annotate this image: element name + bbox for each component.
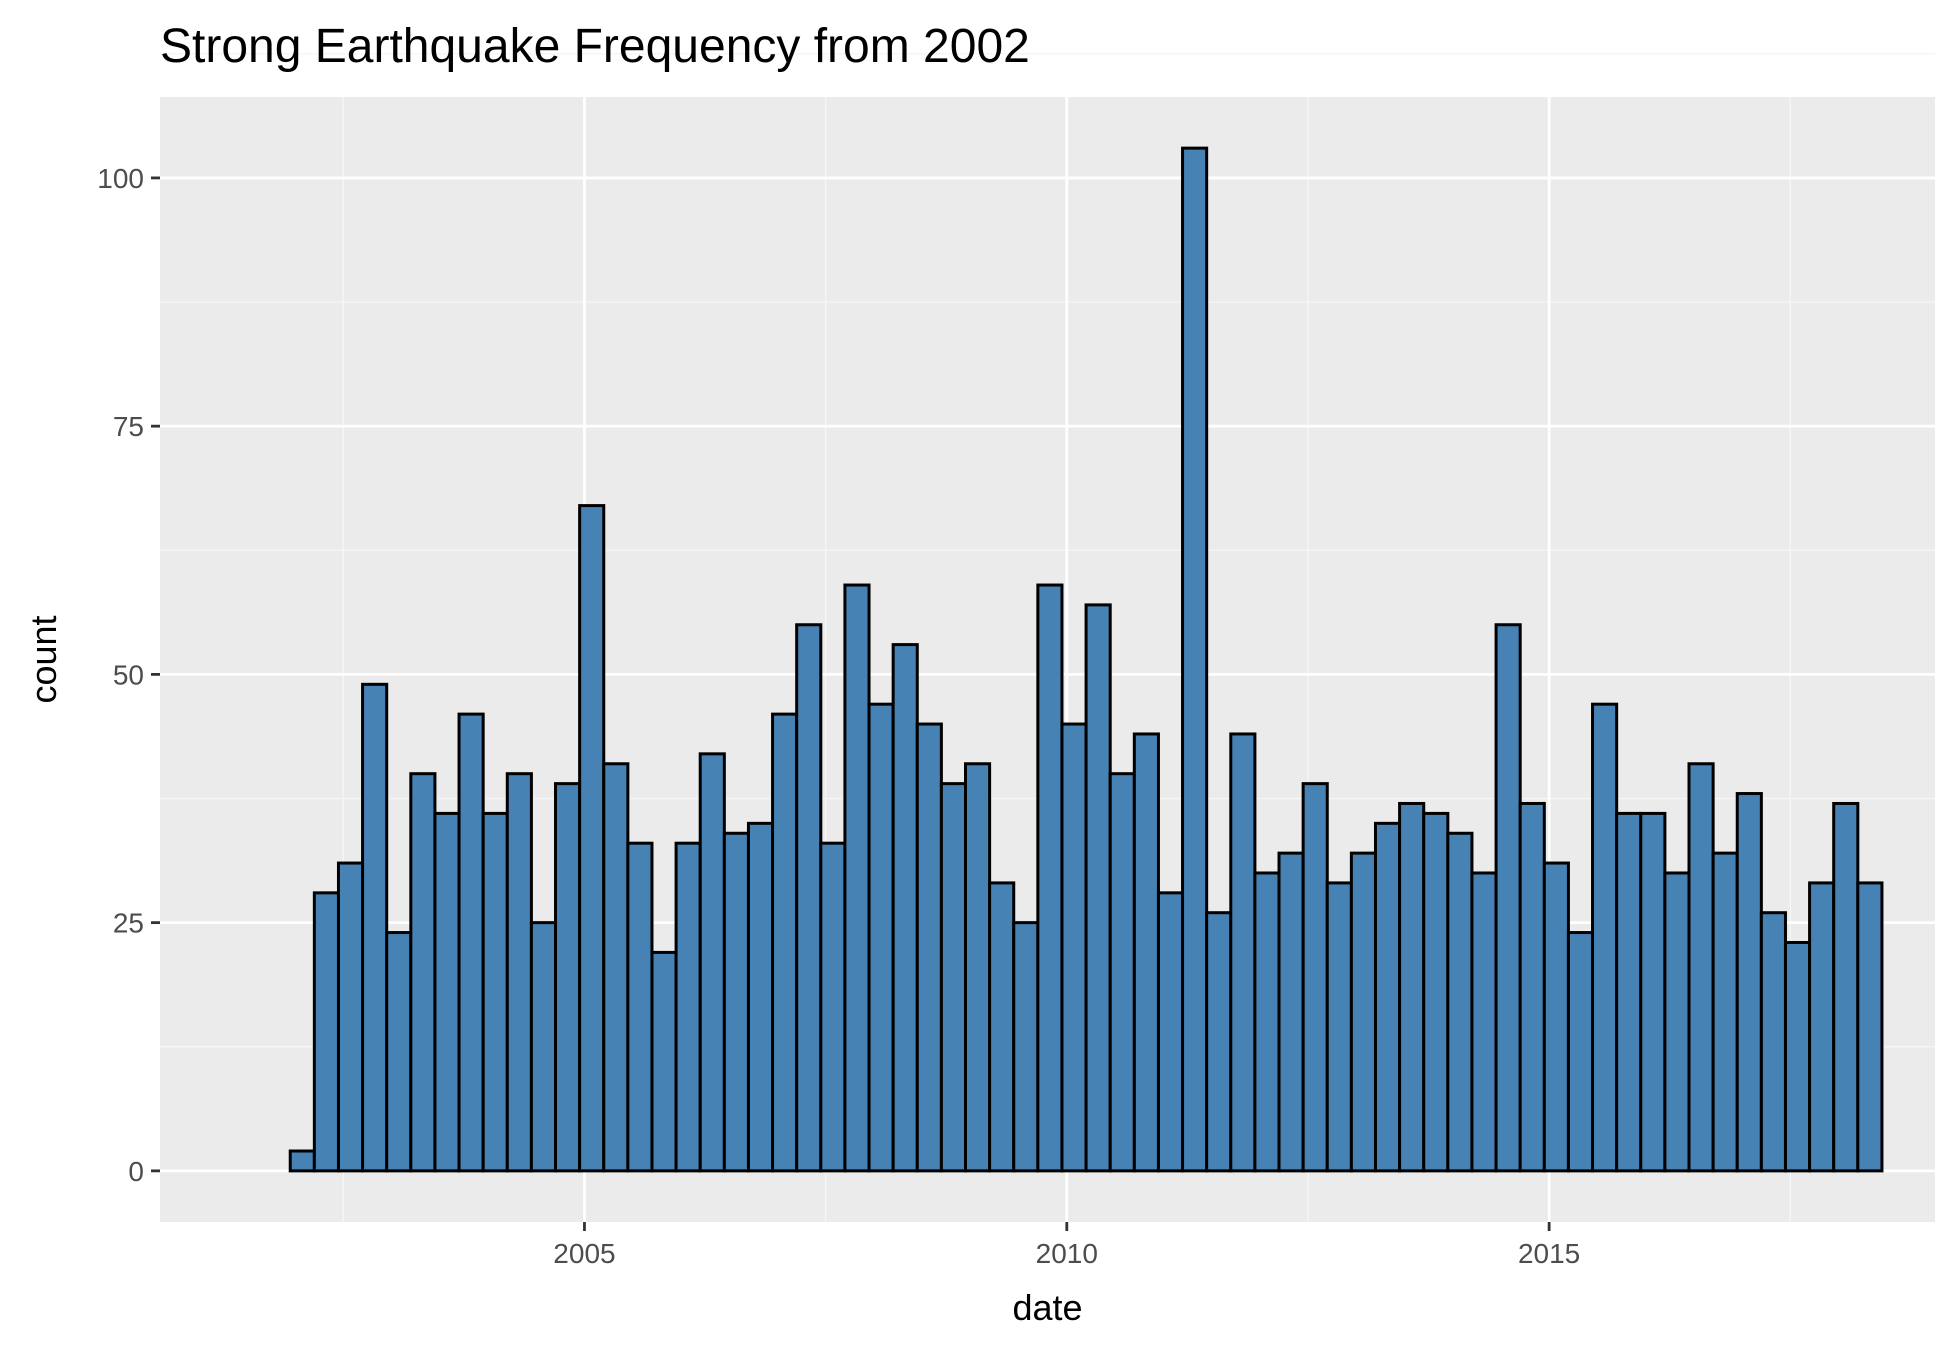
x-tick-label: 2015 bbox=[1518, 1238, 1580, 1269]
histogram-bar bbox=[481, 811, 509, 1173]
histogram-bar bbox=[1205, 911, 1233, 1173]
histogram-bar bbox=[964, 762, 992, 1173]
histogram-bar bbox=[578, 504, 606, 1173]
histogram-bar bbox=[529, 921, 558, 1173]
histogram-bar bbox=[288, 1149, 316, 1173]
histogram-bar bbox=[915, 722, 943, 1173]
histogram-bar bbox=[1108, 772, 1136, 1173]
histogram-bar bbox=[1084, 603, 1112, 1173]
y-tick-label: 0 bbox=[128, 1156, 144, 1187]
histogram-bar bbox=[819, 841, 847, 1173]
histogram-bar bbox=[746, 821, 775, 1173]
histogram-bar bbox=[1615, 811, 1643, 1173]
bars bbox=[288, 146, 1884, 1173]
histogram-bar bbox=[385, 931, 413, 1173]
y-axis-title: count bbox=[23, 615, 64, 703]
histogram-bar bbox=[843, 583, 871, 1173]
histogram-bar bbox=[674, 841, 702, 1173]
x-tick-label: 2010 bbox=[1036, 1238, 1098, 1269]
histogram-bar bbox=[409, 772, 437, 1173]
histogram-bar bbox=[1229, 732, 1257, 1173]
histogram-bar bbox=[1132, 732, 1160, 1173]
histogram-bar bbox=[1566, 931, 1595, 1173]
histogram-bar bbox=[1181, 146, 1209, 1173]
histogram-bar bbox=[1012, 921, 1040, 1173]
histogram-bar bbox=[650, 950, 678, 1173]
histogram-bar bbox=[1687, 762, 1715, 1173]
histogram-bar bbox=[1735, 792, 1763, 1173]
y-tick-label: 25 bbox=[113, 908, 144, 939]
histogram-bar bbox=[1253, 871, 1281, 1173]
axes: 0 25 50 75 100 2005 2010 2015 bbox=[97, 163, 1580, 1269]
histogram-bar bbox=[1301, 782, 1329, 1173]
histogram-bar bbox=[1591, 702, 1619, 1173]
histogram-bar bbox=[771, 712, 799, 1173]
histogram-bar bbox=[867, 702, 895, 1173]
histogram-bar bbox=[1639, 811, 1667, 1173]
histogram-bar bbox=[1494, 623, 1522, 1173]
histogram-bar bbox=[505, 772, 533, 1173]
histogram-bar bbox=[1711, 851, 1739, 1173]
histogram-bar bbox=[457, 712, 485, 1173]
histogram-bar bbox=[1060, 722, 1088, 1173]
histogram-bar bbox=[1856, 881, 1884, 1173]
histogram-bar bbox=[939, 782, 968, 1173]
x-tick-label: 2005 bbox=[553, 1238, 615, 1269]
y-tick-label: 100 bbox=[97, 163, 144, 194]
histogram-bar bbox=[1446, 831, 1474, 1173]
histogram-bar bbox=[554, 782, 582, 1173]
histogram-bar bbox=[433, 811, 461, 1173]
histogram-bar bbox=[1832, 801, 1860, 1173]
histogram-bar bbox=[891, 643, 919, 1173]
histogram-bar bbox=[988, 881, 1016, 1173]
histogram-bar bbox=[1542, 861, 1570, 1173]
histogram-bar bbox=[1349, 851, 1377, 1173]
histogram-bar bbox=[1325, 881, 1353, 1173]
histogram-bar bbox=[361, 682, 389, 1173]
histogram-bar bbox=[722, 831, 750, 1173]
histogram-bar bbox=[1398, 801, 1426, 1173]
histogram-bar bbox=[795, 623, 823, 1173]
histogram-bar bbox=[1808, 881, 1836, 1173]
histogram-bar bbox=[602, 762, 630, 1173]
histogram-bar bbox=[1759, 911, 1787, 1173]
histogram-bar bbox=[1783, 940, 1812, 1173]
histogram-bar bbox=[312, 891, 340, 1173]
y-tick-label: 75 bbox=[113, 411, 144, 442]
histogram-bar bbox=[626, 841, 654, 1173]
x-axis-title: date bbox=[1012, 1287, 1082, 1328]
histogram-bar bbox=[336, 861, 365, 1173]
histogram-bar bbox=[698, 752, 726, 1173]
histogram-bar bbox=[1277, 851, 1305, 1173]
y-tick-label: 50 bbox=[113, 659, 144, 690]
histogram-bar bbox=[1422, 811, 1450, 1173]
chart-title: Strong Earthquake Frequency from 2002 bbox=[160, 20, 1030, 73]
histogram-bar bbox=[1518, 801, 1546, 1173]
histogram-bar bbox=[1156, 891, 1185, 1173]
histogram-bar bbox=[1663, 871, 1691, 1173]
histogram-bar bbox=[1036, 583, 1064, 1173]
histogram-bar bbox=[1373, 821, 1402, 1173]
histogram-bar bbox=[1470, 871, 1498, 1173]
